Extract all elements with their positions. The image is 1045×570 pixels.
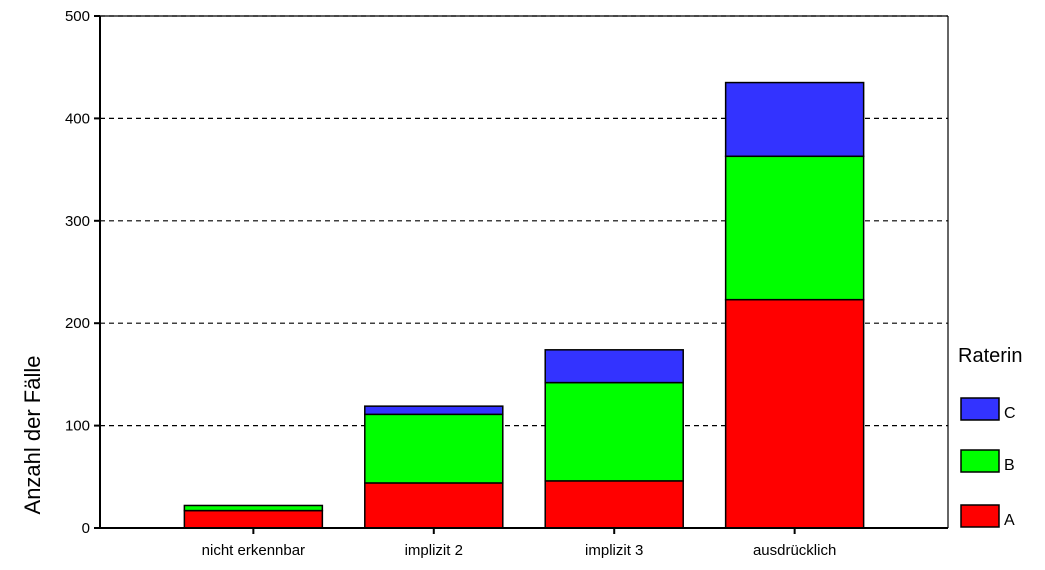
legend-label-A: A [1004,512,1015,529]
x-tick-label: implizit 2 [405,542,463,559]
bar-A-2 [544,480,684,529]
y-tick-label: 400 [65,110,90,127]
bar-B-2 [544,381,684,482]
y-tick-label: 300 [65,213,90,230]
legend-label-C: C [1004,405,1016,422]
bar-C-3 [724,81,865,158]
bar-A-1 [364,482,504,529]
axes: 0 100 200 300 400 500 nicht erkennbar implizit … [65,8,949,559]
legend-swatch-A [960,504,1000,528]
bar-B-0 [183,504,324,512]
bar-C-1 [364,405,504,416]
bar-B-1 [364,413,504,484]
bar-B-3 [724,155,865,301]
bar-A-3 [724,298,865,529]
y-tick-label: 0 [82,520,90,537]
x-tick-label: nicht erkennbar [202,542,305,559]
legend-title: Raterin [958,345,1022,367]
y-tick-label: 100 [65,418,90,435]
y-tick-label: 500 [65,8,90,25]
bar-A-0 [183,509,324,529]
bars [183,81,865,529]
legend-swatch-C [960,397,1000,421]
y-axis-label: Anzahl der Fälle [20,356,45,515]
x-tick-label: implizit 3 [585,542,643,559]
legend-label-B: B [1004,457,1015,474]
y-tick-label: 200 [65,315,90,332]
bar-C-2 [544,349,684,384]
x-tick-label: ausdrücklich [753,542,836,559]
legend-swatch-B [960,449,1000,473]
legend: Raterin C B A [958,345,1022,529]
